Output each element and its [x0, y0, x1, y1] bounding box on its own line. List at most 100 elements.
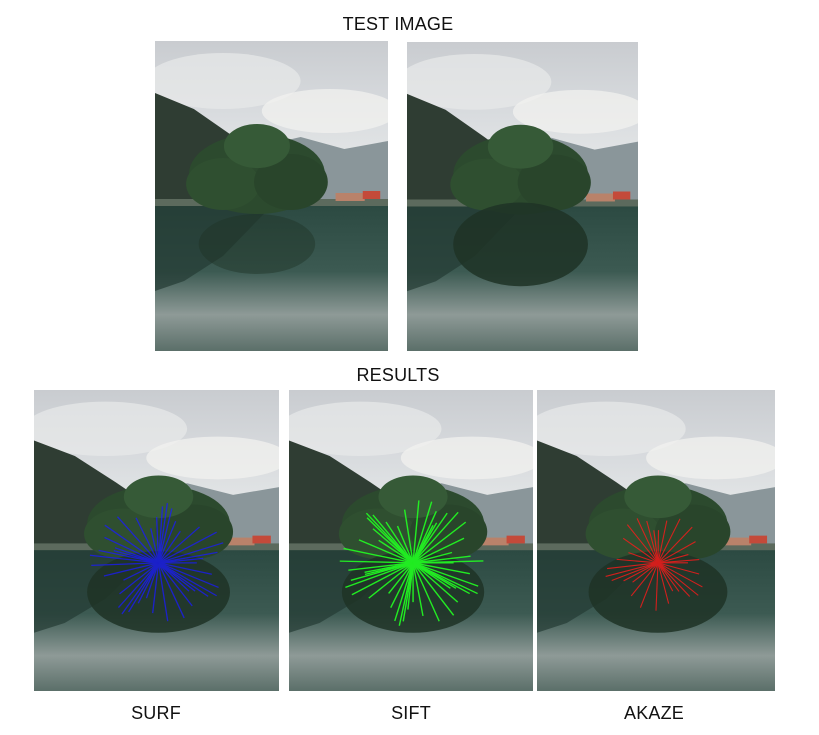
- match-line: [653, 530, 659, 563]
- match-line: [119, 562, 159, 595]
- match-line: [378, 539, 414, 564]
- match-line: [657, 541, 696, 564]
- match-line: [412, 555, 471, 564]
- scene-transformed: [407, 42, 638, 351]
- buildings: [335, 193, 365, 201]
- match-line: [616, 558, 659, 564]
- cloud: [155, 53, 301, 109]
- cloud: [261, 89, 388, 133]
- match-line: [630, 562, 659, 597]
- match-line: [117, 562, 160, 608]
- match-line: [158, 562, 219, 589]
- buildings: [612, 191, 631, 200]
- match-line: [403, 509, 414, 563]
- match-line: [646, 520, 659, 563]
- match-line: [103, 562, 159, 577]
- match-line: [396, 525, 414, 564]
- match-line: [412, 562, 471, 575]
- match-line: [657, 559, 700, 564]
- mountain-reflection: [155, 206, 272, 291]
- match-line: [158, 526, 201, 564]
- match-line: [158, 531, 217, 564]
- match-line: [412, 562, 440, 622]
- match-line: [636, 518, 659, 564]
- match-line: [358, 539, 414, 564]
- match-line: [89, 554, 159, 564]
- match-line: [655, 562, 659, 611]
- buildings: [749, 535, 768, 544]
- result-image-sift: [289, 390, 533, 691]
- match-line: [135, 517, 160, 564]
- buildings: [721, 537, 752, 546]
- match-line: [158, 562, 196, 592]
- results-title: RESULTS: [356, 365, 440, 385]
- match-line: [412, 562, 455, 616]
- match-line: [158, 562, 190, 592]
- tree-reflection: [453, 202, 588, 287]
- match-line: [623, 562, 659, 582]
- match-line: [639, 562, 659, 608]
- match-line: [657, 562, 699, 596]
- match-line: [339, 560, 414, 564]
- match-line: [385, 521, 414, 564]
- match-line: [150, 528, 160, 563]
- match-line: [622, 537, 659, 564]
- method-label-akaze: AKAZE: [623, 703, 685, 723]
- cloud: [146, 436, 279, 480]
- match-line: [158, 542, 224, 564]
- match-line: [145, 562, 160, 599]
- match-line: [398, 562, 414, 626]
- match-line: [412, 551, 453, 564]
- scene-surf: [34, 390, 279, 691]
- scene-akaze: [537, 390, 775, 691]
- method-label-surf: SURF: [131, 703, 181, 723]
- match-line: [628, 552, 659, 564]
- feature-match-lines: [339, 500, 484, 626]
- test-image-original: [155, 41, 388, 351]
- match-line: [158, 562, 217, 597]
- match-line: [158, 562, 212, 575]
- match-line: [390, 562, 414, 608]
- cloud: [34, 401, 188, 457]
- match-line: [104, 524, 159, 564]
- match-line: [157, 562, 169, 622]
- cloud: [512, 89, 638, 134]
- match-line: [657, 562, 674, 592]
- match-line: [657, 562, 691, 597]
- buildings: [252, 535, 271, 544]
- match-line: [157, 530, 181, 564]
- match-line: [657, 562, 700, 575]
- match-line: [412, 537, 465, 564]
- result-image-surf: [34, 390, 279, 691]
- cloud: [289, 401, 442, 457]
- match-line: [345, 562, 414, 589]
- match-line: [157, 508, 173, 563]
- match-line: [657, 562, 703, 588]
- match-line: [158, 551, 218, 564]
- match-line: [657, 562, 680, 592]
- cloud: [537, 401, 686, 457]
- buildings: [586, 193, 615, 202]
- match-line: [116, 516, 160, 564]
- match-line: [412, 562, 451, 589]
- match-line: [157, 520, 177, 564]
- tree-island: [186, 124, 328, 214]
- match-line: [121, 562, 160, 615]
- match-line: [157, 562, 185, 619]
- feature-match-lines: [89, 503, 224, 622]
- match-line: [155, 517, 160, 563]
- buildings: [506, 535, 525, 544]
- cloud: [407, 53, 552, 110]
- match-line: [372, 514, 414, 564]
- buildings: [223, 537, 255, 546]
- match-line: [368, 562, 414, 599]
- match-line: [412, 521, 467, 564]
- match-line: [158, 557, 204, 564]
- tree-island: [450, 124, 591, 215]
- match-line: [152, 562, 160, 614]
- test-image-title: TEST IMAGE: [342, 14, 454, 34]
- tree-reflection: [198, 214, 316, 274]
- method-label-sift: SIFT: [391, 703, 431, 723]
- match-line: [611, 562, 659, 581]
- match-line: [394, 562, 414, 622]
